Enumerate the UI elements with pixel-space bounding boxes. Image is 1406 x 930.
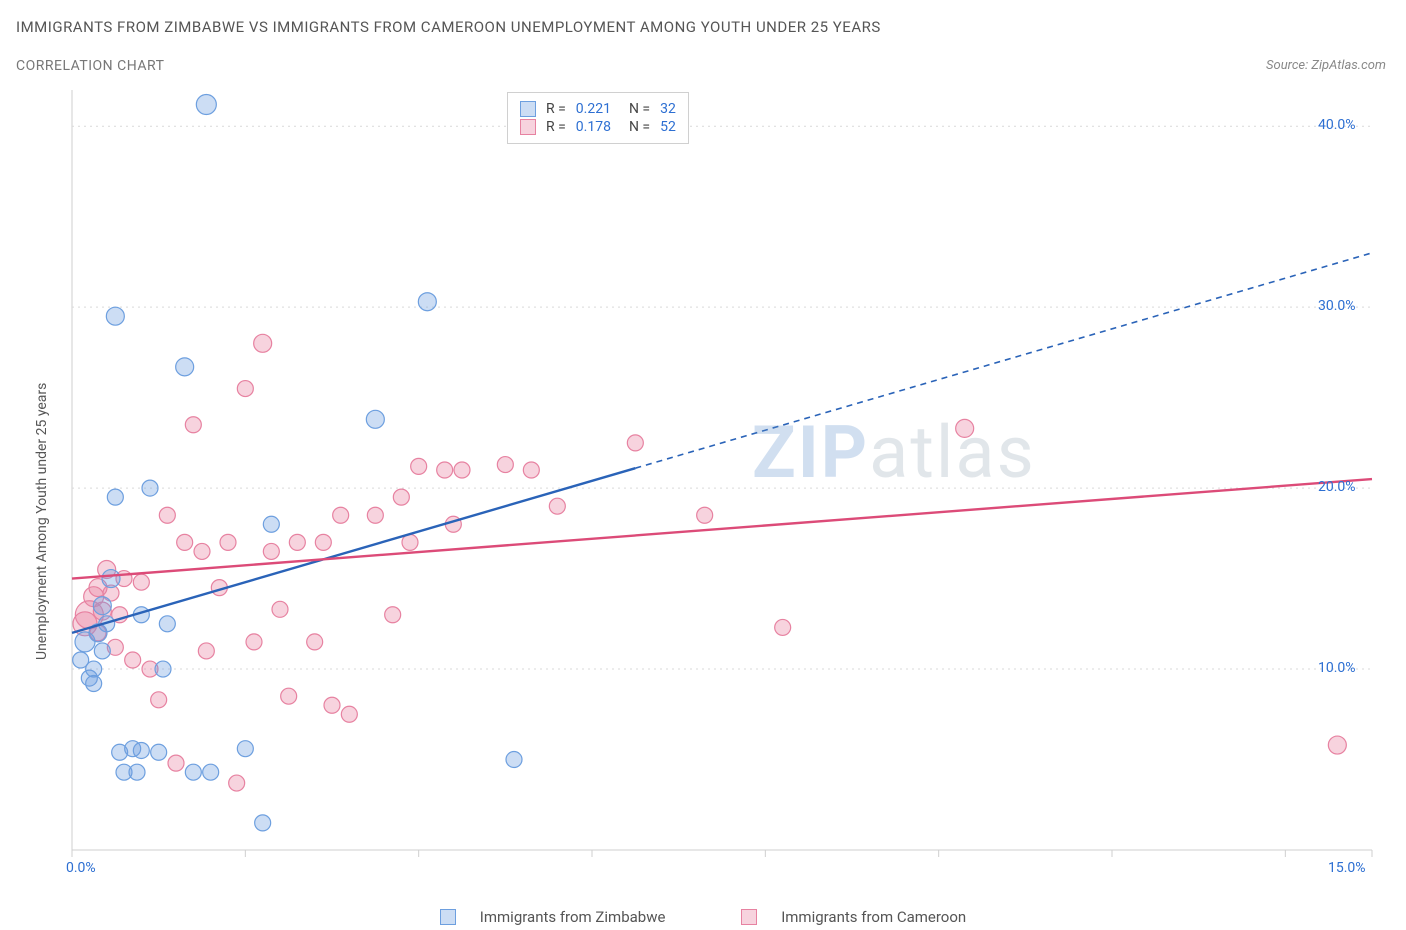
bottom-legend: Immigrants from Zimbabwe Immigrants from… — [0, 908, 1406, 926]
scatter-plot-svg — [62, 90, 1392, 870]
stats-row-cameroon: R = 0.178 N = 52 — [520, 119, 676, 135]
x-tick-label: 15.0% — [1328, 860, 1366, 876]
legend-label-zimbabwe: Immigrants from Zimbabwe — [480, 908, 666, 926]
stats-r-value-cameroon: 0.178 — [576, 119, 611, 135]
stats-n-label: N = — [629, 119, 650, 135]
stats-r-label: R = — [546, 101, 566, 117]
x-tick-label: 0.0% — [66, 860, 96, 876]
stats-row-zimbabwe: R = 0.221 N = 32 — [520, 101, 676, 117]
legend-label-cameroon: Immigrants from Cameroon — [781, 908, 966, 926]
chart-subtitle: CORRELATION CHART — [16, 58, 164, 74]
stats-r-value-zimbabwe: 0.221 — [576, 101, 611, 117]
legend-item-cameroon: Immigrants from Cameroon — [723, 908, 984, 926]
y-tick-label: 20.0% — [1318, 479, 1356, 495]
chart-area: ZIPatlas R =0.221N =32R =0.178N =52 10.0… — [62, 90, 1392, 870]
source-attribution: Source: ZipAtlas.com — [1266, 58, 1386, 73]
stats-box: R = 0.221 N = 32 R = 0.178 N = 52 — [507, 92, 689, 144]
legend-swatch-cameroon — [741, 909, 757, 925]
y-tick-label: 30.0% — [1318, 298, 1356, 314]
legend-swatch-zimbabwe — [440, 909, 456, 925]
stats-swatch-zimbabwe — [520, 101, 536, 117]
stats-n-value-zimbabwe: 32 — [660, 101, 676, 117]
y-axis-label: Unemployment Among Youth under 25 years — [34, 383, 50, 660]
stats-n-value-cameroon: 52 — [660, 119, 676, 135]
stats-swatch-cameroon — [520, 119, 536, 135]
stats-r-label: R = — [546, 119, 566, 135]
chart-title: IMMIGRANTS FROM ZIMBABWE VS IMMIGRANTS F… — [16, 18, 881, 36]
stats-n-label: N = — [629, 101, 650, 117]
y-tick-label: 40.0% — [1318, 117, 1356, 133]
legend-item-zimbabwe: Immigrants from Zimbabwe — [422, 908, 687, 926]
y-tick-label: 10.0% — [1318, 660, 1356, 676]
